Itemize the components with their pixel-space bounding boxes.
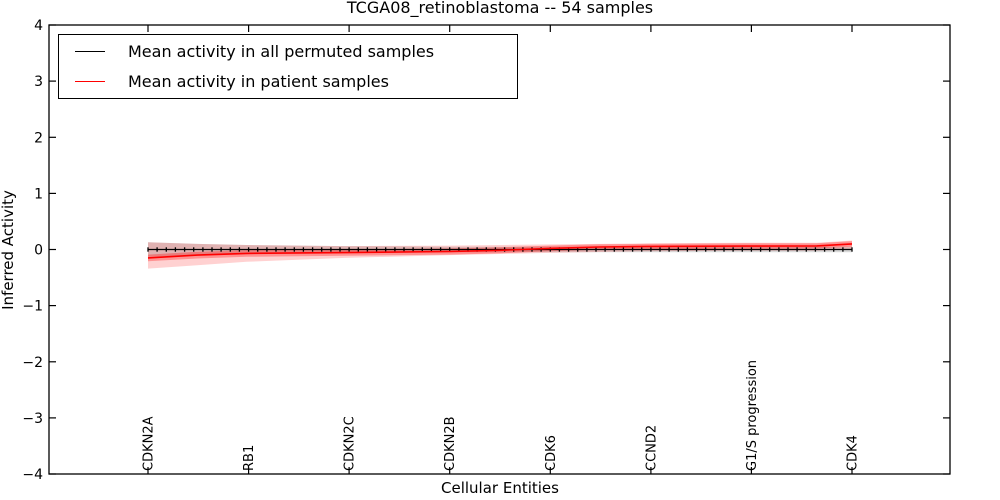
x-tick-label: CDK6 xyxy=(544,435,559,471)
confidence-bands-layer xyxy=(148,240,852,269)
legend: Mean activity in all permuted samples Me… xyxy=(58,34,518,99)
y-tick-label: 4 xyxy=(34,18,43,34)
y-tick-label: −3 xyxy=(22,411,43,427)
permuted-line-sample-icon xyxy=(75,51,105,52)
y-tick-label: −1 xyxy=(22,299,43,315)
patient-outer-band xyxy=(148,240,852,269)
x-axis-label: Cellular Entities xyxy=(441,479,559,497)
legend-entry-permuted: Mean activity in all permuted samples xyxy=(75,38,517,66)
series-lines-layer xyxy=(147,243,853,259)
legend-entry-patient: Mean activity in patient samples xyxy=(75,68,517,96)
legend-label-permuted: Mean activity in all permuted samples xyxy=(128,42,435,61)
y-tick-label: 1 xyxy=(34,186,43,202)
x-tick-label: RB1 xyxy=(242,445,257,471)
x-tick-label: G1/S progression xyxy=(745,360,760,471)
tick-labels-layer: 4 3 2 1 0 −1 −2 −3 −4 CDKN2A RB1 CDKN2C CDKN2B CDK6 CC… xyxy=(22,18,860,483)
ticks-layer xyxy=(49,24,950,475)
y-tick-label: 0 xyxy=(34,243,43,259)
entity-markers xyxy=(147,247,853,252)
x-tick-label: CDKN2C xyxy=(343,416,358,471)
x-tick-label: CCND2 xyxy=(644,425,659,471)
y-axis-label: Inferred Activity xyxy=(0,190,17,310)
legend-label-patient: Mean activity in patient samples xyxy=(128,72,389,91)
y-tick-label: 2 xyxy=(34,130,43,146)
x-tick-label: CDKN2A xyxy=(142,416,157,471)
patient-line-sample-icon xyxy=(75,81,105,82)
y-tick-label: −2 xyxy=(22,355,43,371)
patient-mean-line xyxy=(147,243,853,259)
y-tick-label: −4 xyxy=(22,467,43,483)
x-tick-label: CDKN2B xyxy=(443,416,458,471)
x-tick-label: CDK4 xyxy=(846,435,861,471)
chart-title: TCGA08_retinoblastoma -- 54 samples xyxy=(346,0,653,18)
y-tick-label: 3 xyxy=(34,74,43,90)
